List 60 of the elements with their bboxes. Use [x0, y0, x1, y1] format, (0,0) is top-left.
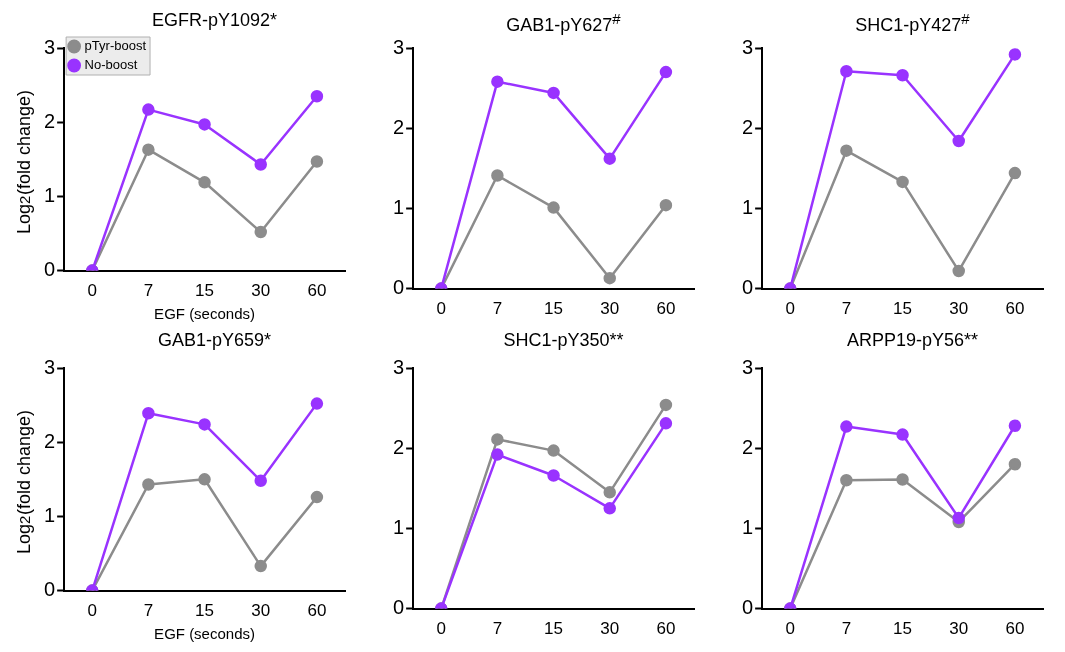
x-tick-label: 30	[949, 619, 969, 639]
y-tick-label: 2	[393, 115, 405, 138]
y-tick-label: 2	[44, 109, 56, 132]
y-tick-label: 0	[44, 578, 56, 601]
chart-title: SHC1-pY350**	[502, 330, 625, 351]
y-tick-label: 3	[393, 35, 405, 58]
x-tick-label: 0	[436, 299, 446, 319]
x-tick-label: 60	[307, 281, 327, 301]
x-tick-label: 60	[307, 601, 327, 621]
x-tick-label: 30	[251, 281, 271, 301]
x-tick-label: 7	[492, 619, 503, 639]
x-tick-label: 0	[436, 619, 446, 639]
x-tick-label: 15	[893, 619, 913, 639]
chart-title: GAB1-pY627$^{#}$	[505, 10, 622, 36]
x-tick-label: 0	[785, 299, 795, 319]
chart-title: SHC1-pY427$^{#}$	[854, 10, 971, 36]
y-tick-label: 3	[742, 355, 754, 378]
legend-label: pTyr-boost	[84, 38, 147, 54]
x-tick-label: 30	[949, 299, 969, 319]
x-tick-label: 7	[143, 601, 154, 621]
x-tick-label: 30	[600, 299, 620, 319]
x-tick-label: 15	[544, 619, 564, 639]
x-tick-label: 7	[492, 299, 503, 319]
y-tick-label: 2	[44, 429, 56, 452]
x-tick-label: 30	[251, 601, 271, 621]
x-tick-label: 0	[785, 619, 795, 639]
x-tick-label: 0	[87, 281, 97, 301]
chart-title: ARPP19-pY56**	[845, 330, 980, 351]
legend-label: No-boost	[84, 57, 138, 73]
x-tick-label: 15	[893, 299, 913, 319]
y-tick-label: 3	[44, 35, 56, 58]
y-tick-label: 1	[742, 195, 754, 218]
y-tick-label: 2	[393, 435, 405, 458]
y-tick-label: 3	[393, 355, 405, 378]
x-tick-label: 7	[841, 299, 852, 319]
y-tick-label: 1	[393, 515, 405, 538]
y-tick-label: 1	[742, 515, 754, 538]
x-tick-label: 60	[656, 299, 676, 319]
x-tick-label: 15	[195, 281, 215, 301]
x-tick-label: 60	[656, 619, 676, 639]
x-tick-label: 60	[1005, 299, 1025, 319]
y-tick-label: 1	[393, 195, 405, 218]
x-tick-label: 60	[1005, 619, 1025, 639]
x-tick-label: 30	[600, 619, 620, 639]
chart-title: GAB1-pY659*	[156, 330, 273, 351]
chart-title: EGFR-pY1092*	[150, 10, 279, 31]
x-tick-label: 7	[841, 619, 852, 639]
y-tick-label: 3	[742, 35, 754, 58]
x-tick-label: 0	[87, 601, 97, 621]
x-tick-label: 15	[195, 601, 215, 621]
y-tick-label: 1	[44, 183, 56, 206]
y-tick-label: 0	[44, 258, 56, 281]
y-tick-label: 3	[44, 355, 56, 378]
x-axis-title: EGF (seconds)	[154, 305, 255, 323]
x-tick-label: 15	[544, 299, 564, 319]
y-tick-label: 2	[742, 435, 754, 458]
x-tick-label: 7	[143, 281, 154, 301]
y-tick-label: 1	[44, 503, 56, 526]
y-tick-label: 2	[742, 115, 754, 138]
x-axis-title: EGF (seconds)	[154, 625, 255, 643]
